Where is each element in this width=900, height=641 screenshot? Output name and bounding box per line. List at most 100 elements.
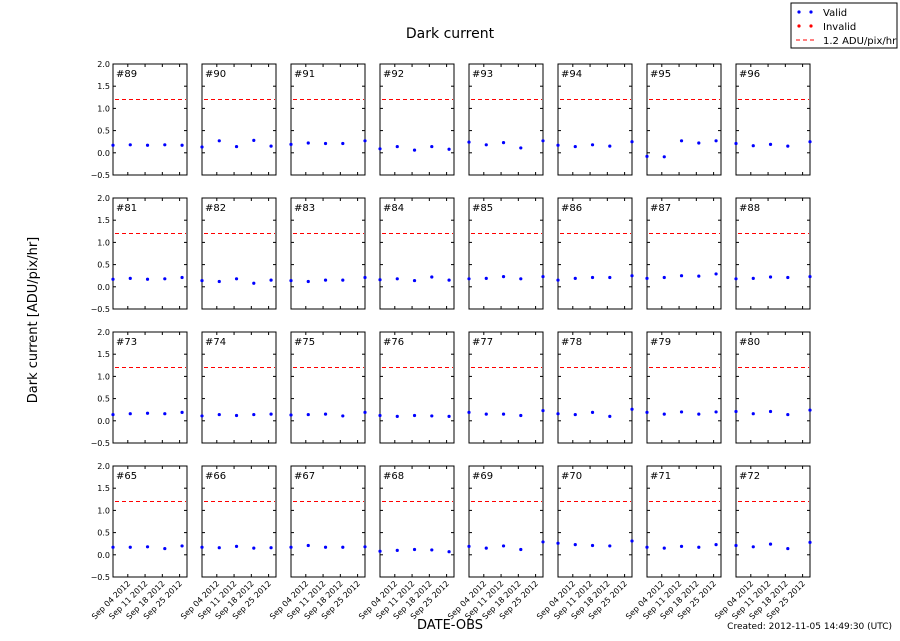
valid-point <box>573 144 577 149</box>
panel-frame <box>112 331 188 444</box>
valid-point <box>808 540 812 544</box>
valid-point <box>323 545 328 549</box>
panel: #96 <box>734 63 812 176</box>
valid-point <box>163 412 167 416</box>
y-axis-label: Dark current [ADU/pix/hr] <box>26 237 41 403</box>
valid-point <box>697 274 701 278</box>
panel: #93 <box>467 63 545 176</box>
legend-label: Invalid <box>823 22 856 33</box>
y-tick-label: 2.0 <box>97 194 110 203</box>
panel: #85 <box>467 197 545 310</box>
legend-items: Valid Invalid 1.2 ADU/pix/hr <box>796 8 897 47</box>
valid-point <box>734 277 738 281</box>
legend-label: 1.2 ADU/pix/hr <box>823 36 897 47</box>
valid-point <box>180 544 184 548</box>
panel: #90 <box>200 63 277 176</box>
panel-frame <box>379 465 455 578</box>
valid-point <box>234 277 239 281</box>
valid-point <box>306 412 310 417</box>
panel-frame <box>201 197 277 310</box>
valid-point <box>341 141 345 146</box>
legend-marker <box>809 10 813 14</box>
valid-point <box>541 540 545 544</box>
valid-point <box>412 148 417 152</box>
panel-frame <box>557 197 633 310</box>
valid-point <box>519 413 523 418</box>
valid-point <box>269 278 273 282</box>
valid-point <box>630 407 634 411</box>
valid-point <box>145 545 150 549</box>
y-tick-label: 1.5 <box>97 82 110 91</box>
panel-label: #95 <box>650 69 671 80</box>
valid-point <box>234 144 239 149</box>
panel-frame <box>112 465 188 578</box>
legend-item: Invalid <box>797 22 856 33</box>
valid-point <box>484 143 488 147</box>
panel: 2.0 1.5 1.0 0.5 0.0 −0.5 #89 <box>91 60 188 180</box>
y-tick-label: 1.5 <box>97 350 110 359</box>
panel-label: #68 <box>383 471 404 482</box>
panel-frame <box>201 63 277 176</box>
created-footer: Created: 2012-11-05 14:49:30 (UTC) <box>727 622 892 632</box>
panel-frame <box>290 197 366 310</box>
valid-point <box>163 546 167 551</box>
panel-frame <box>735 331 811 444</box>
panel-label: #82 <box>205 203 226 214</box>
panel-label: #84 <box>383 203 404 214</box>
valid-point <box>145 411 150 415</box>
panel: #74 <box>200 331 277 444</box>
valid-point <box>200 278 204 283</box>
panel-frame <box>379 331 455 444</box>
y-tick-label: −0.5 <box>91 439 110 448</box>
panel-label: #89 <box>116 69 137 80</box>
panel-frame <box>646 465 722 578</box>
panel: #82 <box>200 197 277 310</box>
panel-frame <box>290 63 366 176</box>
panel-label: #94 <box>561 69 582 80</box>
legend: Valid Invalid 1.2 ADU/pix/hr <box>790 2 898 49</box>
legend-marker <box>797 24 801 28</box>
panel-frame <box>379 197 455 310</box>
y-tick-label: 0.5 <box>97 127 110 136</box>
valid-point <box>662 275 666 280</box>
valid-point <box>467 410 471 414</box>
panel-label: #66 <box>205 471 226 482</box>
panel-frame <box>468 331 544 444</box>
valid-point <box>786 275 790 280</box>
y-tick-label: 0.5 <box>97 529 110 538</box>
panel-frame <box>735 465 811 578</box>
panel-frame <box>112 197 188 310</box>
valid-point <box>556 143 560 147</box>
valid-point <box>447 550 451 554</box>
valid-point <box>430 144 434 149</box>
panel-label: #74 <box>205 337 226 348</box>
y-tick-label: 1.5 <box>97 216 110 225</box>
valid-point <box>128 143 132 147</box>
valid-point <box>163 143 167 147</box>
y-tick-label: 1.0 <box>97 372 110 381</box>
valid-point <box>395 414 399 418</box>
valid-point <box>341 278 345 282</box>
panel-label: #91 <box>294 69 315 80</box>
valid-point <box>363 275 367 280</box>
valid-point <box>608 414 612 418</box>
valid-point <box>590 543 595 548</box>
valid-point <box>467 140 471 144</box>
valid-point <box>217 412 221 417</box>
panel-label: #73 <box>116 337 137 348</box>
panel-frame <box>557 331 633 444</box>
valid-point <box>447 147 451 151</box>
valid-point <box>412 413 417 418</box>
valid-point <box>645 154 649 158</box>
valid-point <box>734 141 738 146</box>
valid-point <box>501 544 506 548</box>
valid-point <box>128 545 132 549</box>
panel: #83 <box>289 197 367 310</box>
valid-point <box>519 547 523 552</box>
valid-point <box>323 141 328 146</box>
valid-point <box>751 545 755 549</box>
